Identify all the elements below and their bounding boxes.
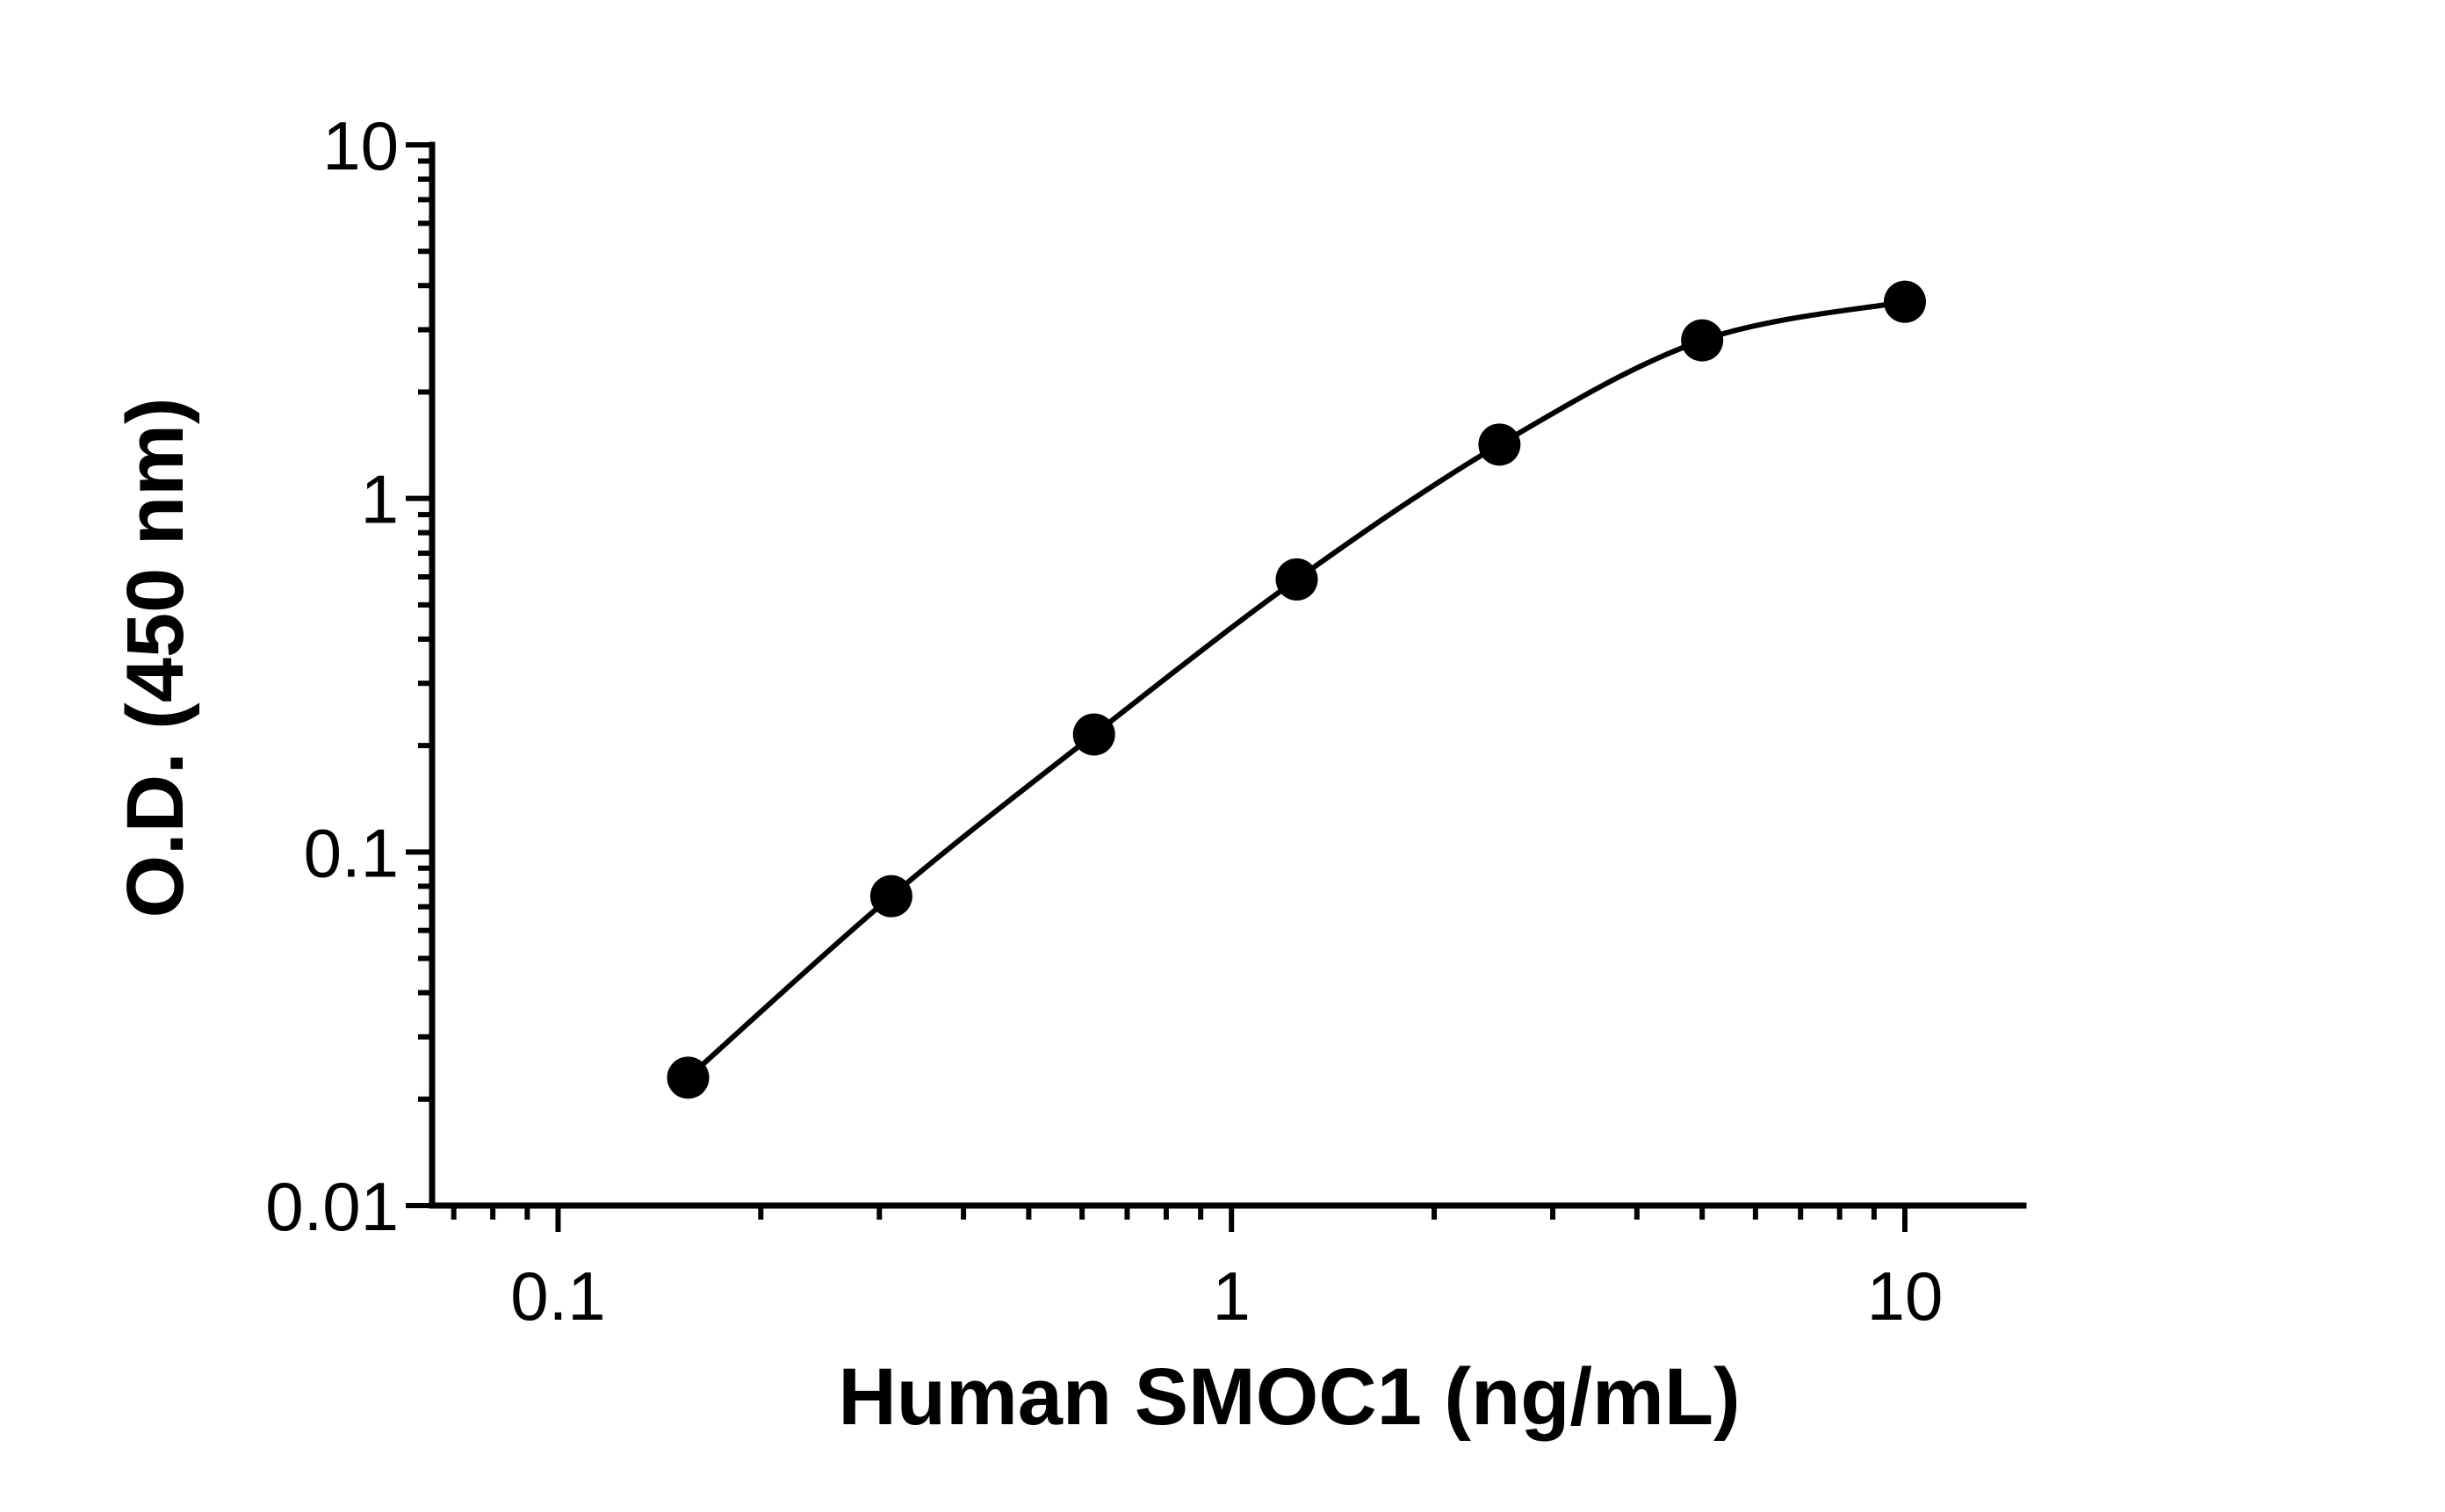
y-axis-title: O.D. (450 nm)	[111, 397, 200, 918]
data-point	[1681, 319, 1724, 362]
data-point	[1072, 713, 1115, 756]
data-point	[1478, 423, 1521, 466]
y-tick-label: 1	[361, 461, 399, 538]
x-tick-label: 1	[1213, 1257, 1251, 1335]
fit-curve	[686, 299, 1906, 1080]
x-axis-title: Human SMOC1 (ng/mL)	[838, 1352, 1740, 1442]
y-tick-label: 0.01	[265, 1168, 399, 1245]
data-point	[1275, 558, 1318, 601]
data-points	[667, 280, 1926, 1099]
data-point	[667, 1056, 710, 1099]
x-tick-label: 10	[1867, 1257, 1944, 1335]
fit-curve-layer	[686, 299, 1906, 1080]
y-tick-label: 0.1	[304, 814, 399, 891]
data-point	[1883, 280, 1926, 323]
y-tick-label: 10	[322, 107, 399, 184]
axes: 0.01 0.1 1 10 0.1 1 10	[265, 107, 2027, 1335]
x-tick-label: 0.1	[510, 1257, 605, 1335]
data-point	[869, 875, 912, 918]
